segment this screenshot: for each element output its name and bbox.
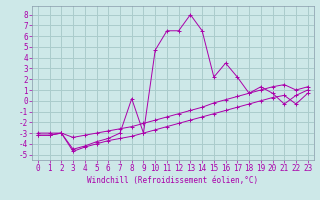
X-axis label: Windchill (Refroidissement éolien,°C): Windchill (Refroidissement éolien,°C) — [87, 176, 258, 185]
